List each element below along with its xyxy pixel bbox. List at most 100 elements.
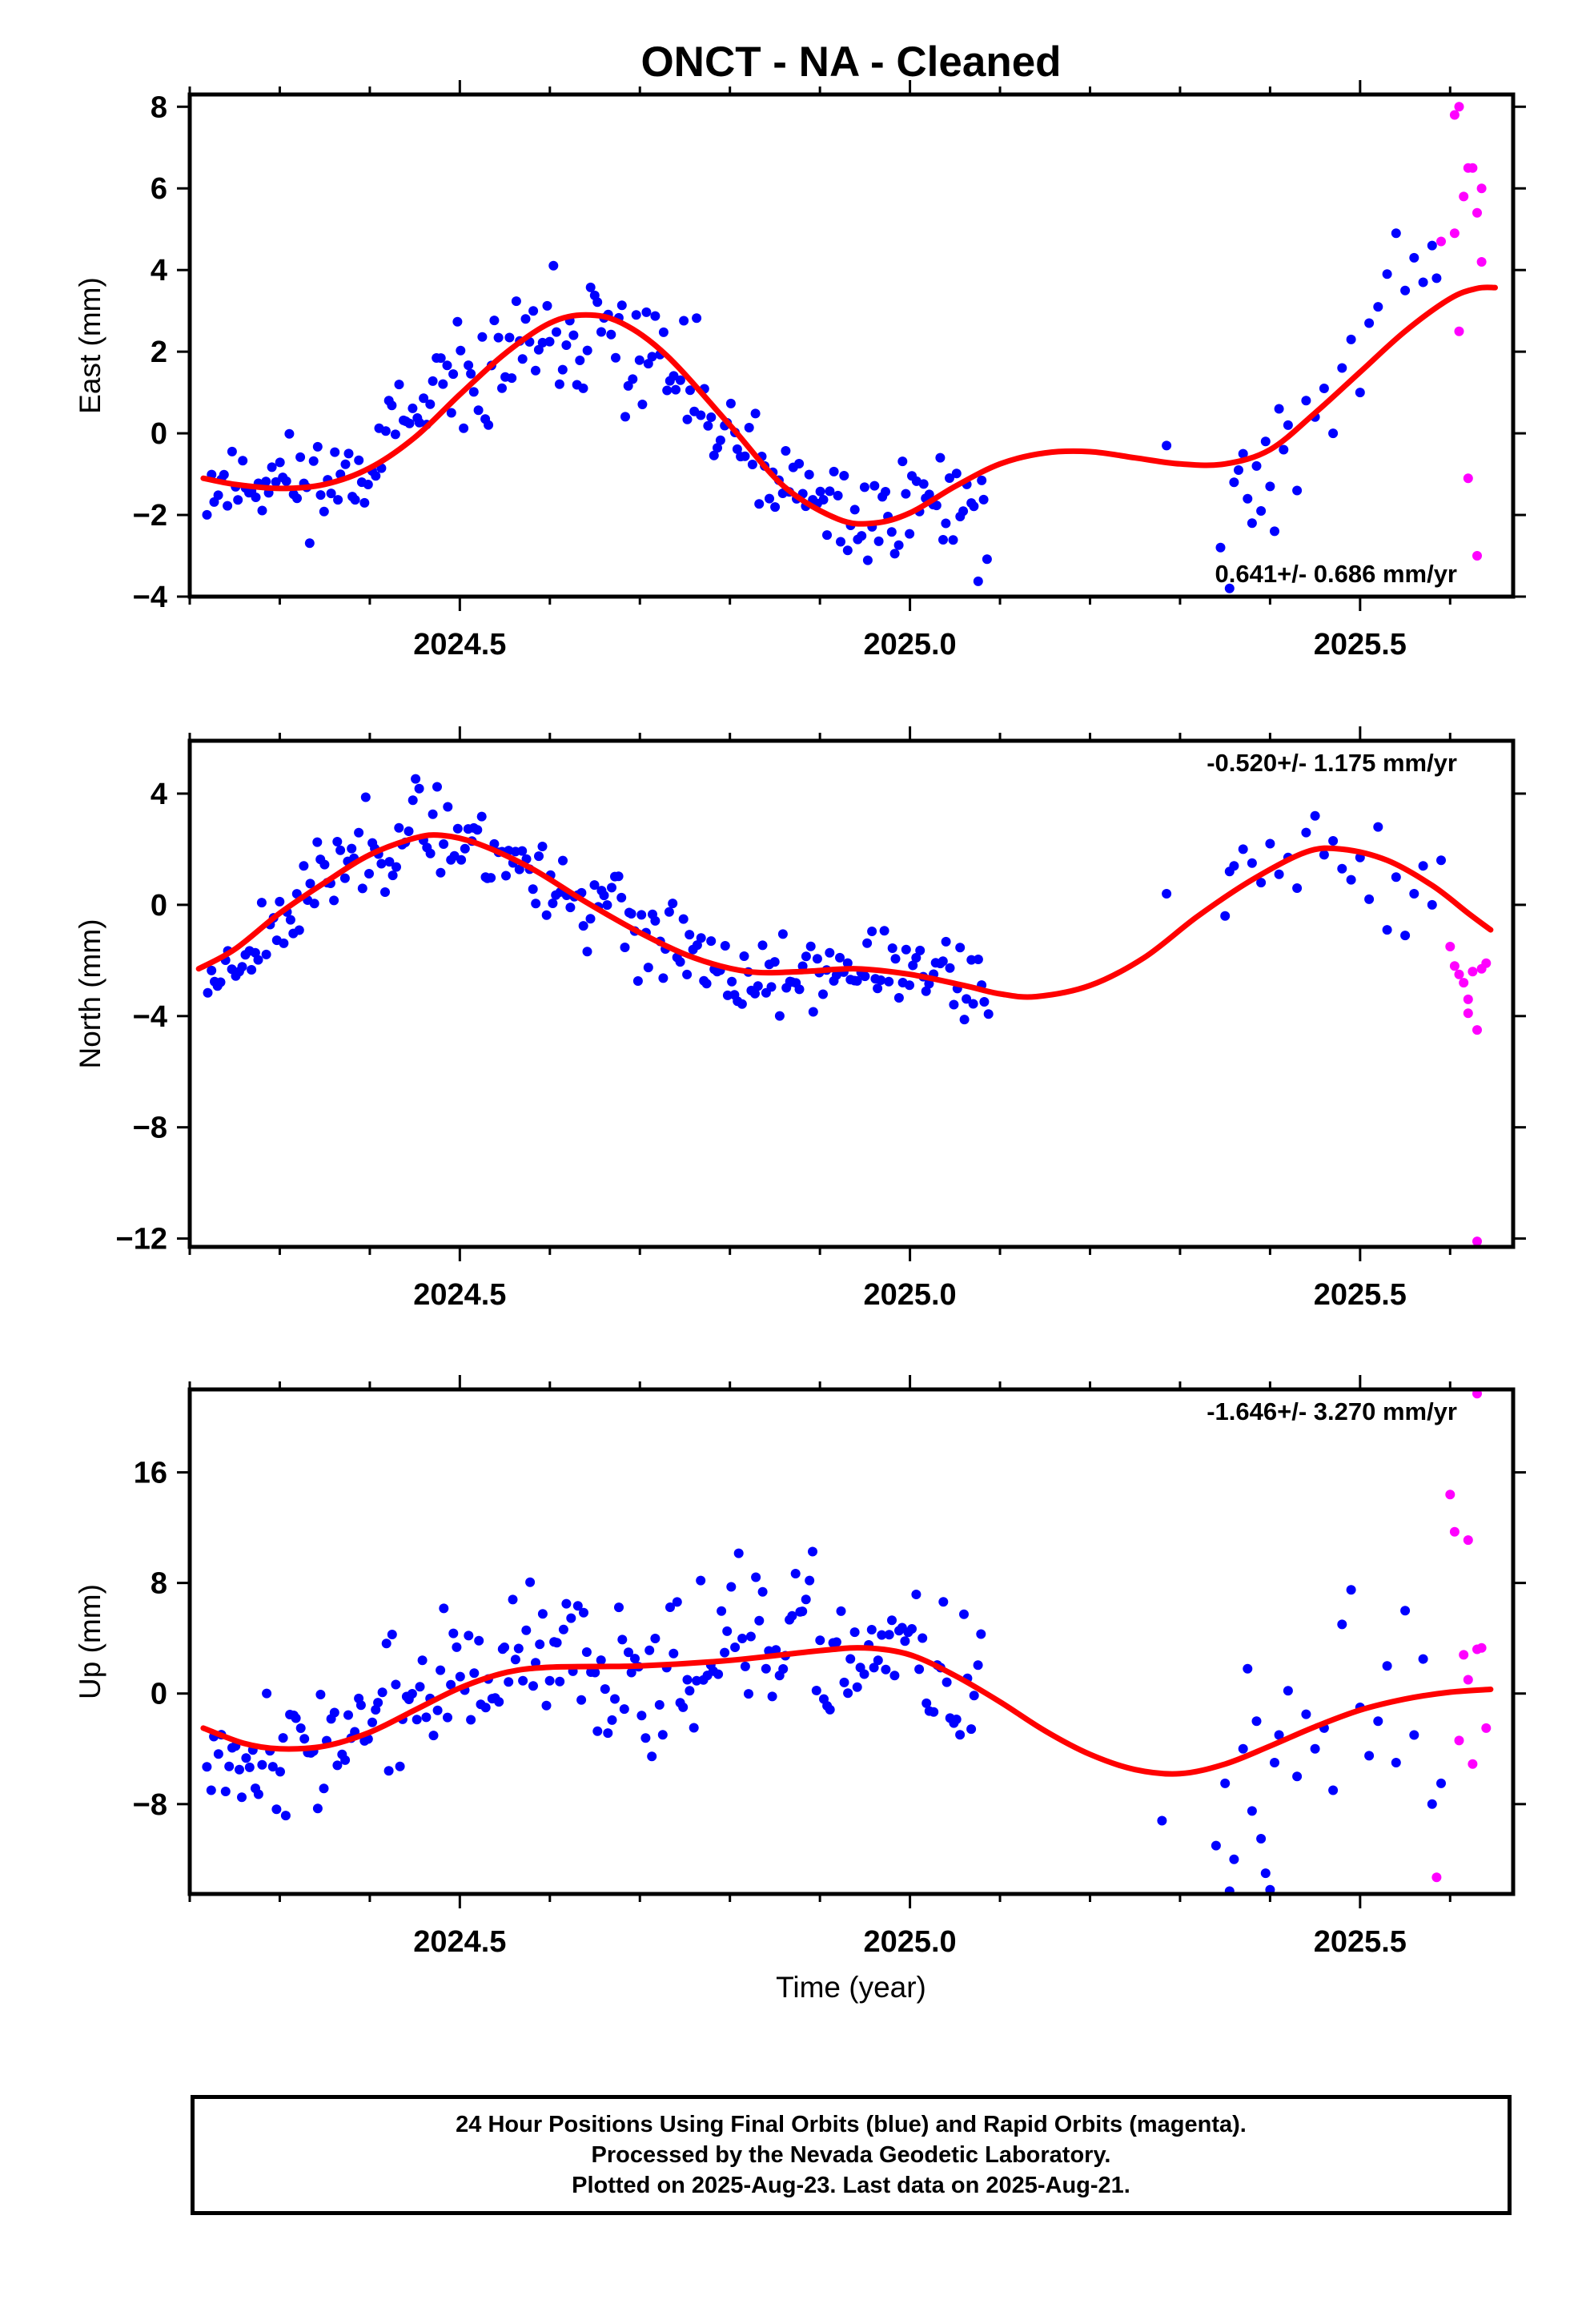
final-orbit-point [869,1663,879,1673]
final-orbit-point [271,1804,282,1815]
final-orbit-point [380,426,391,436]
final-orbit-point [1229,1854,1239,1864]
final-orbit-point [818,989,828,999]
final-orbit-point [359,497,370,508]
final-orbit-point [641,307,652,317]
final-orbit-point [829,466,839,476]
final-orbit-point [671,384,681,395]
final-orbit-point [859,1669,869,1679]
final-orbit-point [889,549,900,559]
final-orbit-point [966,955,977,965]
final-orbit-point [905,529,915,539]
final-orbit-point [825,486,835,497]
final-orbit-point [747,460,757,469]
rapid-orbit-point [1476,257,1487,267]
final-orbit-point [202,1762,212,1772]
final-orbit-point [1409,889,1419,899]
plot-area [200,1389,1494,1894]
final-orbit-point [620,412,630,422]
final-orbit-point [650,311,661,321]
final-orbit-point [977,475,987,485]
final-orbit-point [312,837,323,847]
final-orbit-point [836,537,845,547]
final-orbit-point [869,480,880,491]
final-orbit-point [340,1755,351,1765]
rapid-orbit-point [1454,1735,1464,1746]
rapid-orbit-point [1481,1723,1492,1733]
final-orbit-point [387,1630,397,1639]
final-orbit-point [312,1803,323,1814]
final-orbit-point [304,538,315,549]
final-orbit-point [484,420,494,430]
final-orbit-point [439,839,449,849]
final-orbit-point [1274,404,1284,414]
final-orbit-point [1260,1868,1271,1879]
final-orbit-point [513,1643,524,1654]
final-orbit-point [1427,240,1437,251]
final-orbit-point [404,418,415,428]
final-orbit-point [833,490,843,501]
final-orbit-point [520,314,531,324]
final-orbit-point [1310,810,1320,821]
final-orbit-point [390,429,400,440]
final-orbit-point [206,1785,216,1795]
final-orbit-point [1270,1758,1279,1767]
final-orbit-point [1337,863,1347,874]
final-orbit-point [1409,252,1419,263]
final-orbit-point [508,1594,518,1605]
final-orbit-point [818,495,829,505]
final-orbit-point [1256,878,1267,888]
final-orbit-point [521,1625,532,1635]
final-orbit-point [493,332,504,343]
final-orbit-point [291,1713,301,1723]
rapid-orbit-point [1436,236,1446,247]
final-orbit-point [572,1601,583,1611]
final-orbit-point [582,345,592,356]
final-orbit-point [1382,1661,1392,1671]
final-orbit-point [732,444,742,454]
final-orbit-point [565,903,576,913]
final-orbit-point [744,423,754,432]
final-orbit-point [278,1733,288,1743]
final-orbit-point [781,446,791,456]
final-orbit-point [1211,1840,1221,1851]
x-tick-label: 2025.0 [863,1925,956,1959]
y-tick-label: 8 [151,90,167,124]
final-orbit-point [285,915,295,925]
final-orbit-point [1373,822,1383,832]
x-tick-label: 2025.5 [1314,1925,1407,1959]
final-orbit-point [955,1730,966,1740]
final-orbit-point [852,975,862,986]
final-orbit-point [790,1569,801,1578]
final-orbit-point [805,1575,815,1586]
final-orbit-point [257,1759,267,1770]
final-orbit-point [404,826,414,836]
final-orbit-point [908,960,918,971]
final-orbit-point [884,1630,894,1640]
final-orbit-point [279,938,289,948]
final-orbit-point [857,531,867,541]
final-orbit-point [357,883,367,894]
final-orbit-point [448,369,459,380]
final-orbit-point [1251,1716,1262,1727]
final-orbit-point [907,1624,917,1634]
final-orbit-point [911,1590,921,1599]
final-orbit-point [867,927,877,936]
final-orbit-point [778,1664,789,1674]
final-orbit-point [969,1691,979,1701]
final-orbit-point [727,976,737,987]
final-orbit-point [1301,1709,1311,1719]
final-orbit-point [335,845,346,855]
final-orbit-point [887,1615,897,1626]
final-orbit-point [689,1723,699,1733]
rate-annotation: 0.641+/- 0.686 mm/yr [1215,560,1457,588]
final-orbit-point [740,1661,750,1671]
final-orbit-point [1220,911,1231,921]
final-orbit-point [504,1677,514,1687]
final-orbit-point [448,1628,459,1638]
final-orbit-point [312,441,323,452]
final-orbit-point [722,1626,733,1636]
final-orbit-point [391,1679,401,1690]
final-orbit-point [679,316,689,326]
final-orbit-point [275,896,285,907]
